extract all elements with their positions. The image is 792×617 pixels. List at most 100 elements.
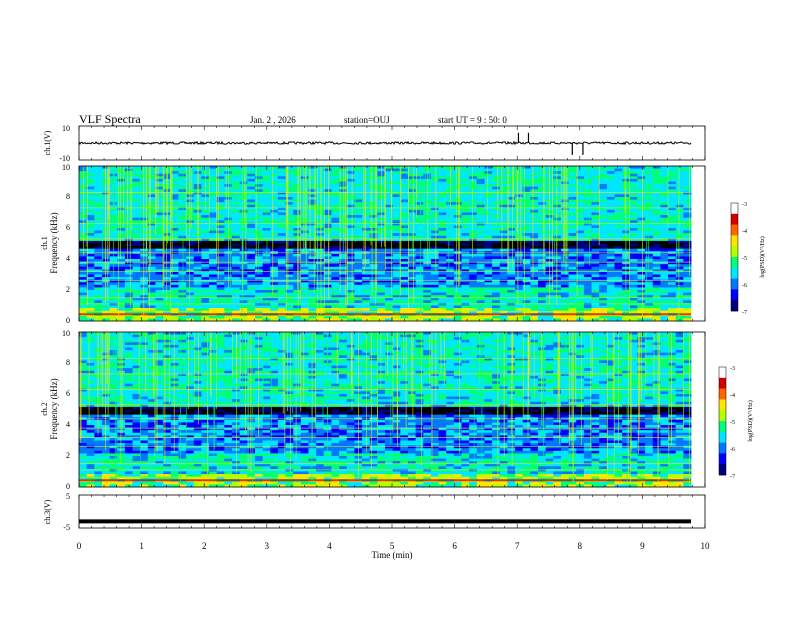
spectrogram-cell — [439, 171, 447, 174]
spectrogram-cell — [592, 220, 600, 223]
spectrogram-cell — [530, 218, 538, 221]
spectrogram-cell — [156, 220, 164, 223]
spectrogram-cell — [615, 282, 623, 285]
spectrogram-cell — [599, 218, 607, 221]
spectrogram-cell — [645, 311, 653, 314]
spectrogram-cell — [599, 244, 607, 247]
spectrogram-cell — [186, 179, 194, 182]
spectrogram-cell — [79, 316, 87, 319]
spectrogram-cell — [362, 174, 370, 177]
spectrogram-cell — [362, 236, 370, 239]
spectrogram-cell — [194, 269, 202, 272]
spectrogram-cell — [469, 215, 477, 218]
spectrogram-cell — [423, 293, 431, 296]
spectrogram-cell — [683, 300, 691, 303]
spectrogram-cell — [331, 246, 339, 249]
spectrogram-cell — [324, 303, 332, 306]
spectrogram-cell — [683, 220, 691, 223]
spectrogram-cell — [240, 174, 248, 177]
spectrogram-cell — [178, 218, 186, 221]
spectrogram-cell — [385, 303, 393, 306]
spectrogram-cell — [178, 306, 186, 309]
spectrogram-cell — [377, 259, 385, 262]
spectrogram-cell — [278, 225, 286, 228]
spectrogram-cell — [462, 187, 470, 190]
spectrogram-cell — [454, 300, 462, 303]
spectrogram-cell — [553, 269, 561, 272]
spectrogram-cell — [148, 256, 156, 259]
spectrogram-cell — [270, 254, 278, 257]
spectrogram-cell — [592, 246, 600, 249]
spectrogram-cell — [408, 259, 416, 262]
spectrogram-cell — [148, 228, 156, 231]
spectrogram-cell — [637, 220, 645, 223]
spectrogram-cell — [423, 308, 431, 311]
spectrogram-cell — [569, 277, 577, 280]
spectrogram-cell — [102, 228, 110, 231]
spectrogram-cell — [362, 316, 370, 319]
spectrogram-cell — [492, 277, 500, 280]
spectrogram-cell — [668, 236, 676, 239]
spectrogram-cell — [630, 272, 638, 275]
spectrogram-cell — [660, 267, 668, 270]
spectrogram-cell — [637, 182, 645, 185]
spectrogram-cell — [79, 184, 87, 187]
spectrogram-cell — [178, 311, 186, 314]
spectrogram-cell — [615, 293, 623, 296]
spectrogram-cell — [431, 282, 439, 285]
spectrogram-cell — [492, 287, 500, 290]
spectrogram-cell — [178, 280, 186, 283]
spectrogram-cell — [194, 303, 202, 306]
spectrogram-cell — [462, 316, 470, 319]
spectrogram-cell — [278, 256, 286, 259]
spectrogram-cell — [209, 293, 217, 296]
spectrogram-cell — [584, 241, 592, 244]
spectrogram-cell — [515, 275, 523, 278]
spectrogram-cell — [362, 269, 370, 272]
spectrogram-cell — [569, 187, 577, 190]
spectrogram-cell — [224, 290, 232, 293]
spectrogram-cell — [232, 184, 240, 187]
spectrogram-cell — [500, 182, 508, 185]
spectrogram-cell — [630, 220, 638, 223]
spectrogram-cell — [607, 280, 615, 283]
spectrogram-cell — [553, 306, 561, 309]
spectrogram-cell — [416, 220, 424, 223]
spectrogram-cell — [232, 176, 240, 179]
spectrogram-cell — [209, 241, 217, 244]
spectrogram-cell — [439, 200, 447, 203]
spectrogram-cell — [477, 316, 485, 319]
spectrogram-cell — [576, 316, 584, 319]
spectrogram-cell — [615, 171, 623, 174]
spectrogram-cell — [683, 200, 691, 203]
spectrogram-cell — [331, 280, 339, 283]
spectrogram-cell — [676, 293, 684, 296]
spectrogram-cell — [209, 311, 217, 314]
spectrogram-cell — [163, 254, 171, 257]
spectrogram-cell — [630, 290, 638, 293]
spectrogram-cell — [232, 225, 240, 228]
spectrogram-cell — [125, 308, 133, 311]
spectrogram-cell — [584, 231, 592, 234]
spectrogram-cell — [622, 316, 630, 319]
spectrogram-cell — [201, 215, 209, 218]
spectrogram-cell — [500, 249, 508, 252]
spectrogram-cell — [125, 264, 133, 267]
spectrogram-cell — [484, 218, 492, 221]
spectrogram-cell — [286, 311, 294, 314]
ch1-freq-tick-0: 0 — [66, 316, 70, 325]
spectrogram-cell — [178, 241, 186, 244]
spectrogram-cell — [484, 306, 492, 309]
spectrogram-cell — [347, 197, 355, 200]
spectrogram-cell — [446, 303, 454, 306]
spectrogram-cell — [324, 184, 332, 187]
spectrogram-cell — [362, 285, 370, 288]
spectrogram-cell — [286, 303, 294, 306]
spectrogram-cell — [584, 200, 592, 203]
spectrogram-cell — [492, 171, 500, 174]
spectrogram-cell — [377, 282, 385, 285]
spectrogram-cell — [484, 179, 492, 182]
spectrogram-cell — [530, 174, 538, 177]
spectrogram-cell — [683, 197, 691, 200]
spectrogram-cell — [102, 303, 110, 306]
